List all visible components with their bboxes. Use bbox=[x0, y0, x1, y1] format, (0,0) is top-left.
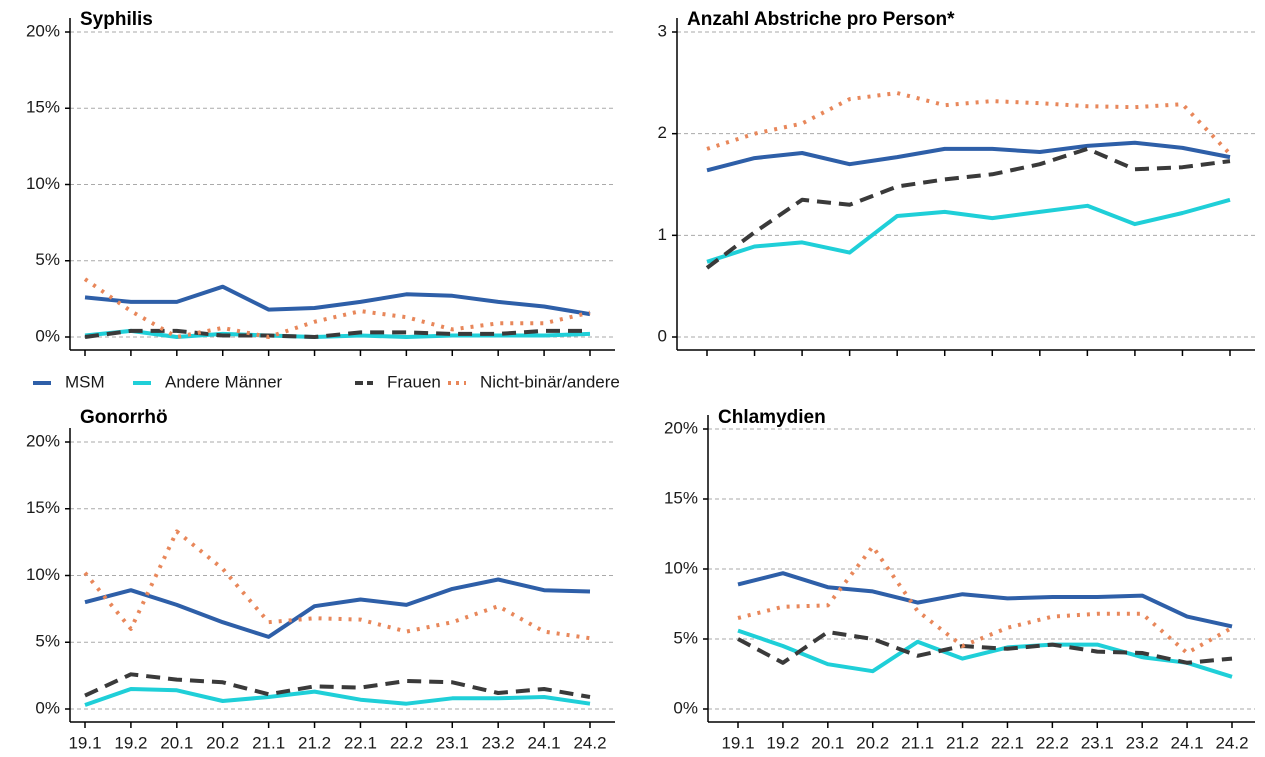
x-tick-label: 22.1 bbox=[344, 733, 377, 752]
series-line bbox=[84, 284, 591, 317]
series-line bbox=[737, 630, 1233, 665]
chart-title: Syphilis bbox=[80, 9, 153, 30]
y-tick-label: 20% bbox=[664, 418, 698, 437]
x-tick-label: 23.1 bbox=[1081, 733, 1114, 752]
x-tick-label: 22.2 bbox=[390, 733, 423, 752]
x-tick-label: 20.1 bbox=[811, 733, 844, 752]
y-tick-label: 0% bbox=[35, 326, 60, 345]
x-tick-label: 23.2 bbox=[1126, 733, 1159, 752]
x-tick-label: 20.1 bbox=[160, 733, 193, 752]
chart-title: Chlamydien bbox=[718, 407, 826, 428]
series-line bbox=[84, 687, 591, 707]
x-tick-label: 23.2 bbox=[482, 733, 515, 752]
y-tick-label: 20% bbox=[26, 431, 60, 450]
chart-title: Anzahl Abstriche pro Person* bbox=[687, 9, 955, 30]
legend-label: Frauen bbox=[387, 372, 441, 391]
series-line bbox=[83, 529, 591, 641]
series-line bbox=[737, 544, 1233, 655]
x-tick-label: 19.2 bbox=[114, 733, 147, 752]
series-line bbox=[706, 197, 1231, 264]
series-line bbox=[83, 277, 591, 339]
series-line bbox=[706, 140, 1231, 173]
x-tick-label: 20.2 bbox=[856, 733, 889, 752]
chart-title: Gonorrhö bbox=[80, 407, 168, 428]
x-tick-label: 21.1 bbox=[252, 733, 285, 752]
x-tick-label: 24.1 bbox=[1171, 733, 1204, 752]
x-tick-label: 19.1 bbox=[721, 733, 754, 752]
y-tick-label: 3 bbox=[658, 21, 667, 40]
y-tick-label: 0 bbox=[658, 326, 667, 345]
series-line bbox=[737, 628, 1233, 679]
y-tick-label: 10% bbox=[664, 558, 698, 577]
y-tick-label: 15% bbox=[26, 98, 60, 117]
x-tick-label: 22.1 bbox=[991, 733, 1024, 752]
x-tick-label: 23.1 bbox=[436, 733, 469, 752]
x-tick-label: 24.1 bbox=[528, 733, 561, 752]
legend-label: Andere Männer bbox=[165, 372, 283, 391]
x-tick-label: 21.2 bbox=[946, 733, 979, 752]
x-tick-label: 21.1 bbox=[901, 733, 934, 752]
y-tick-label: 10% bbox=[26, 174, 60, 193]
x-tick-label: 19.2 bbox=[766, 733, 799, 752]
y-tick-label: 5% bbox=[35, 250, 60, 269]
y-tick-label: 10% bbox=[26, 565, 60, 584]
series-line bbox=[84, 577, 591, 639]
y-tick-label: 1 bbox=[658, 225, 667, 244]
x-tick-label: 24.2 bbox=[1215, 733, 1248, 752]
series-line bbox=[84, 672, 591, 699]
x-tick-label: 20.2 bbox=[206, 733, 239, 752]
x-tick-label: 24.2 bbox=[573, 733, 606, 752]
x-tick-label: 21.2 bbox=[298, 733, 331, 752]
series-line bbox=[705, 146, 1231, 270]
series-line bbox=[737, 571, 1233, 629]
y-tick-label: 0% bbox=[673, 698, 698, 717]
legend-label: Nicht-binär/andere bbox=[480, 372, 620, 391]
y-tick-label: 0% bbox=[35, 698, 60, 717]
x-tick-label: 19.1 bbox=[68, 733, 101, 752]
y-tick-label: 15% bbox=[26, 498, 60, 517]
legend-label: MSM bbox=[65, 372, 105, 391]
x-tick-label: 22.2 bbox=[1036, 733, 1069, 752]
y-tick-label: 5% bbox=[35, 632, 60, 651]
series-line bbox=[84, 328, 590, 339]
y-tick-label: 15% bbox=[664, 488, 698, 507]
series-line bbox=[706, 91, 1232, 156]
y-tick-label: 20% bbox=[26, 21, 60, 40]
y-tick-label: 2 bbox=[658, 123, 667, 142]
y-tick-label: 5% bbox=[673, 628, 698, 647]
